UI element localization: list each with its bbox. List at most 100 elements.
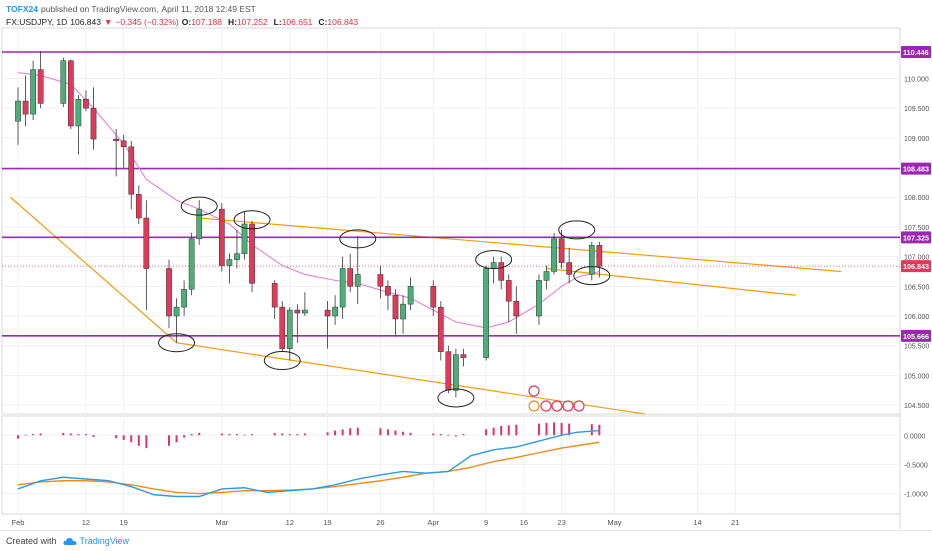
candle <box>188 232 195 296</box>
candle-body <box>128 146 135 195</box>
price-tick-label: 106.500 <box>904 284 929 291</box>
candle <box>249 221 255 293</box>
highlight-ellipse[interactable] <box>573 266 611 286</box>
candle <box>181 280 187 317</box>
macd-histogram-bar <box>17 435 19 439</box>
macd-histogram-bar <box>183 435 186 438</box>
candle <box>22 75 29 126</box>
highlight-ellipse[interactable] <box>180 196 218 216</box>
candle-body <box>135 194 142 219</box>
candle <box>113 128 120 177</box>
candle-body <box>558 238 565 263</box>
highlight-ellipse[interactable] <box>437 388 475 408</box>
candle <box>490 256 497 284</box>
candle <box>196 200 203 245</box>
candle-body <box>536 280 542 317</box>
event-flag-icon[interactable] <box>540 400 552 412</box>
highlight-ellipse[interactable] <box>158 333 196 353</box>
candle-body <box>596 245 603 267</box>
candles <box>15 51 603 398</box>
macd-histogram-bar <box>303 433 306 436</box>
highlight-ellipses[interactable] <box>158 196 611 408</box>
candle-body <box>241 223 248 254</box>
macd-histogram-bar <box>168 435 170 446</box>
macd-histogram-bar <box>115 435 118 439</box>
level-price-tag <box>901 162 931 175</box>
highlight-ellipse[interactable] <box>263 351 301 371</box>
price-change: −0.345 (−0.32%) <box>115 17 179 27</box>
symbol-label[interactable]: FX:USDJPY, 1D <box>6 17 68 27</box>
macd-histogram-bar <box>590 424 593 436</box>
tradingview-brand[interactable]: TradingView <box>79 536 130 546</box>
candle <box>37 51 44 109</box>
highlight-ellipse[interactable] <box>233 210 271 230</box>
candle-body <box>68 60 74 127</box>
macd-histogram-bar <box>288 434 291 436</box>
candle-body <box>385 286 391 296</box>
high-value: H:107.252 <box>227 17 268 27</box>
candle <box>135 185 142 224</box>
candle-body <box>566 262 572 275</box>
price-tick-label: 109.000 <box>904 136 929 143</box>
candle-body <box>226 259 233 266</box>
macd-histogram-bar <box>553 422 556 436</box>
macd-histogram-bar <box>409 432 412 436</box>
horizontal-levels[interactable] <box>2 51 900 337</box>
highlight-ellipse[interactable] <box>475 250 513 270</box>
event-flag-icon[interactable] <box>562 400 574 412</box>
macd-histogram-bar <box>492 427 495 436</box>
trendline[interactable] <box>546 267 796 296</box>
candle <box>483 265 489 361</box>
macd-histogram-bar <box>568 423 571 436</box>
candle <box>226 253 233 284</box>
event-flag-icon[interactable] <box>573 400 585 412</box>
candle <box>173 298 180 343</box>
candle <box>83 90 89 112</box>
level-price-label: 107.325 <box>903 233 929 242</box>
candle <box>445 345 452 394</box>
macd-histogram-bar <box>175 435 178 443</box>
candle-body <box>392 294 399 320</box>
macd-histogram-bar <box>500 425 503 436</box>
candle-body <box>430 286 437 308</box>
highlight-ellipse[interactable] <box>339 229 377 249</box>
macd-histogram-bar <box>62 432 65 436</box>
time-tick-label: 19 <box>323 518 331 527</box>
time-axis[interactable]: Feb 12 19 Mar 12 19 26 Apr 9 16 23 May 14 21 <box>12 518 740 527</box>
candle <box>453 348 459 398</box>
highlight-ellipse[interactable] <box>558 220 596 240</box>
event-flag-icon[interactable] <box>528 385 540 397</box>
candle-body <box>279 306 286 349</box>
macd-histogram-bar <box>379 428 382 436</box>
macd-pane-border <box>1 415 901 515</box>
trendline[interactable] <box>10 196 177 344</box>
event-markers[interactable] <box>528 385 585 412</box>
candle-body <box>219 208 225 266</box>
macd-histogram-bar <box>281 433 284 436</box>
trendline[interactable] <box>199 217 841 273</box>
candle-body <box>302 309 308 314</box>
price-axis[interactable]: 110.000 109.500 109.000 108.000 107.500 107.0… <box>901 45 931 499</box>
candle-body <box>166 268 172 317</box>
price-tick-label: 105.500 <box>904 344 929 351</box>
low-value: L:106.651 <box>273 17 313 27</box>
author-name[interactable]: TOFX24 <box>6 4 38 14</box>
candle <box>302 292 308 317</box>
macd-histogram-bar <box>69 433 72 436</box>
macd-histogram-bar <box>507 425 510 436</box>
level-price-label: 108.483 <box>903 165 929 174</box>
event-flag-icon[interactable] <box>528 400 540 412</box>
candle <box>392 289 399 337</box>
candle <box>558 229 565 269</box>
event-flag-icon[interactable] <box>551 400 563 412</box>
macd-histogram-bar <box>122 435 125 440</box>
time-tick-label: 16 <box>520 518 528 527</box>
ohlc-legend: FX:USDJPY, 1D 106.843 ▼ −0.345 (−0.32%) … <box>6 15 364 29</box>
candle-body <box>460 354 467 358</box>
candle <box>286 307 293 361</box>
candle <box>15 87 21 145</box>
macd-tick-label: 0.0000 <box>904 433 926 440</box>
macd-signal-line <box>17 441 600 495</box>
candle <box>166 259 172 328</box>
